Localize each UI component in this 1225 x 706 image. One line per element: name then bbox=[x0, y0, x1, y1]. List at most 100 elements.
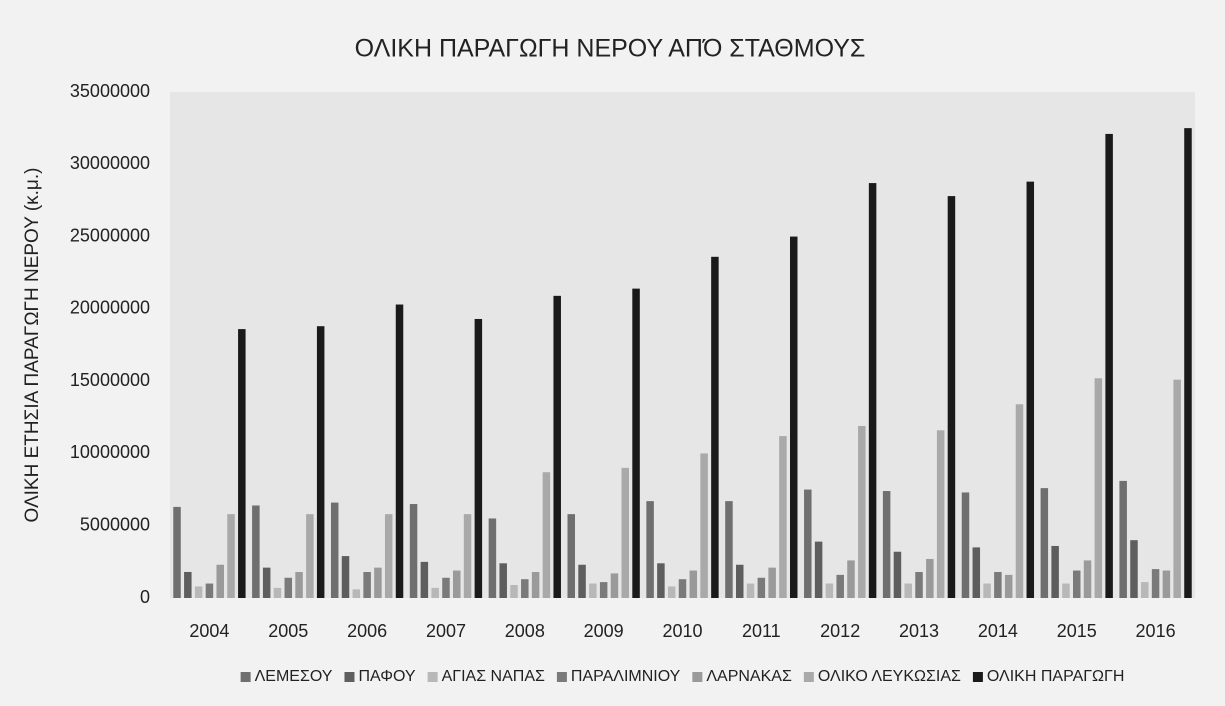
bar bbox=[1072, 570, 1081, 598]
y-tick-label: 20000000 bbox=[70, 298, 150, 318]
bar bbox=[836, 574, 844, 598]
bar bbox=[882, 491, 891, 598]
bar bbox=[184, 571, 192, 598]
y-axis-label: ΟΛΙΚΗ ΕΤΗΣΙΑ ΠΑΡΑΓΩΓΗ ΝΕΡΟΥ (κ.μ.) bbox=[22, 168, 43, 523]
bar bbox=[499, 563, 507, 598]
x-tick-label: 2005 bbox=[268, 621, 308, 641]
y-tick-label: 15000000 bbox=[70, 370, 150, 390]
legend-swatch bbox=[556, 672, 567, 682]
x-tick-label: 2011 bbox=[742, 621, 781, 641]
bar bbox=[395, 304, 404, 598]
bar bbox=[306, 514, 314, 598]
bar bbox=[972, 547, 981, 598]
bar bbox=[868, 183, 877, 598]
bar bbox=[1094, 378, 1103, 598]
legend-label: ΟΛΙΚΗ ΠΑΡΑΓΩΓΗ bbox=[987, 668, 1124, 685]
bar bbox=[330, 502, 339, 598]
bar bbox=[510, 584, 518, 598]
x-tick-label: 2008 bbox=[505, 621, 545, 641]
bar bbox=[488, 518, 497, 598]
bar bbox=[341, 556, 350, 598]
bar bbox=[553, 295, 561, 598]
bar bbox=[657, 563, 665, 598]
y-tick-label: 5000000 bbox=[80, 514, 150, 534]
bar bbox=[779, 436, 787, 598]
bar bbox=[847, 560, 855, 598]
y-tick-label: 35000000 bbox=[70, 81, 150, 101]
x-tick-label: 2016 bbox=[1136, 621, 1176, 641]
legend-label: ΠΑΡΑΛΙΜΝΙΟΥ bbox=[571, 668, 681, 685]
bar bbox=[1141, 582, 1149, 598]
legend-swatch bbox=[240, 672, 251, 682]
bar bbox=[284, 577, 293, 598]
bar bbox=[1173, 379, 1181, 598]
bar bbox=[589, 583, 597, 598]
bar bbox=[735, 564, 744, 598]
bar bbox=[1083, 560, 1092, 598]
bar bbox=[926, 558, 934, 598]
bar bbox=[1151, 569, 1160, 598]
bar bbox=[1015, 404, 1024, 598]
plot-area bbox=[170, 92, 1195, 598]
bar bbox=[1130, 540, 1138, 598]
bar bbox=[227, 514, 235, 598]
legend-swatch bbox=[427, 672, 438, 682]
bar bbox=[961, 492, 970, 598]
bar bbox=[789, 236, 798, 599]
bar bbox=[567, 514, 576, 598]
bar bbox=[1119, 480, 1127, 598]
x-tick-label: 2013 bbox=[899, 621, 939, 641]
bar bbox=[947, 196, 956, 598]
bar bbox=[858, 425, 866, 598]
y-tick-label: 0 bbox=[140, 587, 150, 607]
bar bbox=[689, 570, 698, 598]
bar bbox=[768, 567, 776, 598]
bar bbox=[1040, 488, 1049, 598]
bar bbox=[1051, 545, 1059, 598]
bar bbox=[431, 587, 439, 598]
bar bbox=[173, 506, 181, 598]
legend-label: ΛΑΡΝΑΚΑΣ bbox=[706, 668, 792, 685]
bar bbox=[216, 564, 224, 598]
x-tick-label: 2015 bbox=[1057, 621, 1097, 641]
bar bbox=[463, 514, 472, 598]
bar bbox=[384, 514, 393, 598]
bar bbox=[194, 586, 203, 598]
bar bbox=[814, 541, 823, 598]
bar bbox=[1162, 570, 1171, 598]
bar bbox=[409, 504, 418, 598]
bar bbox=[531, 571, 540, 598]
bar bbox=[825, 583, 834, 598]
x-tick-label: 2004 bbox=[189, 621, 229, 641]
x-tick-label: 2007 bbox=[426, 621, 466, 641]
bar bbox=[678, 579, 687, 598]
bar bbox=[646, 501, 654, 598]
legend-label: ΟΛΙΚΟ ΛΕΥΚΩΣΙΑΣ bbox=[818, 668, 961, 685]
bar bbox=[474, 318, 483, 598]
bar bbox=[420, 561, 429, 598]
bar bbox=[893, 551, 902, 598]
y-tick-label: 25000000 bbox=[70, 225, 150, 245]
bar bbox=[983, 583, 991, 598]
legend-label: ΛΕΜΕΣΟΥ bbox=[255, 668, 333, 685]
bar bbox=[1105, 133, 1113, 598]
bar bbox=[711, 256, 719, 598]
legend-swatch bbox=[803, 672, 814, 682]
bar bbox=[363, 571, 371, 598]
bar bbox=[994, 571, 1002, 598]
legend-swatch bbox=[972, 672, 983, 682]
bar bbox=[904, 583, 912, 598]
bar bbox=[610, 573, 619, 598]
bar bbox=[667, 586, 676, 598]
bar bbox=[621, 467, 630, 598]
bar bbox=[442, 577, 450, 598]
bar bbox=[757, 577, 766, 598]
chart-title: ΟΛΙΚΗ ΠΑΡΑΓΩΓΗ ΝΕΡΟΥ ΑΠΌ ΣΤΑΘΜΟΥΣ bbox=[355, 35, 866, 63]
bar bbox=[632, 288, 640, 598]
bar bbox=[915, 571, 923, 598]
legend-label: ΠΑΦΟΥ bbox=[358, 668, 415, 685]
y-tick-label: 30000000 bbox=[70, 153, 150, 173]
bar bbox=[273, 587, 282, 598]
legend-swatch bbox=[344, 672, 355, 682]
